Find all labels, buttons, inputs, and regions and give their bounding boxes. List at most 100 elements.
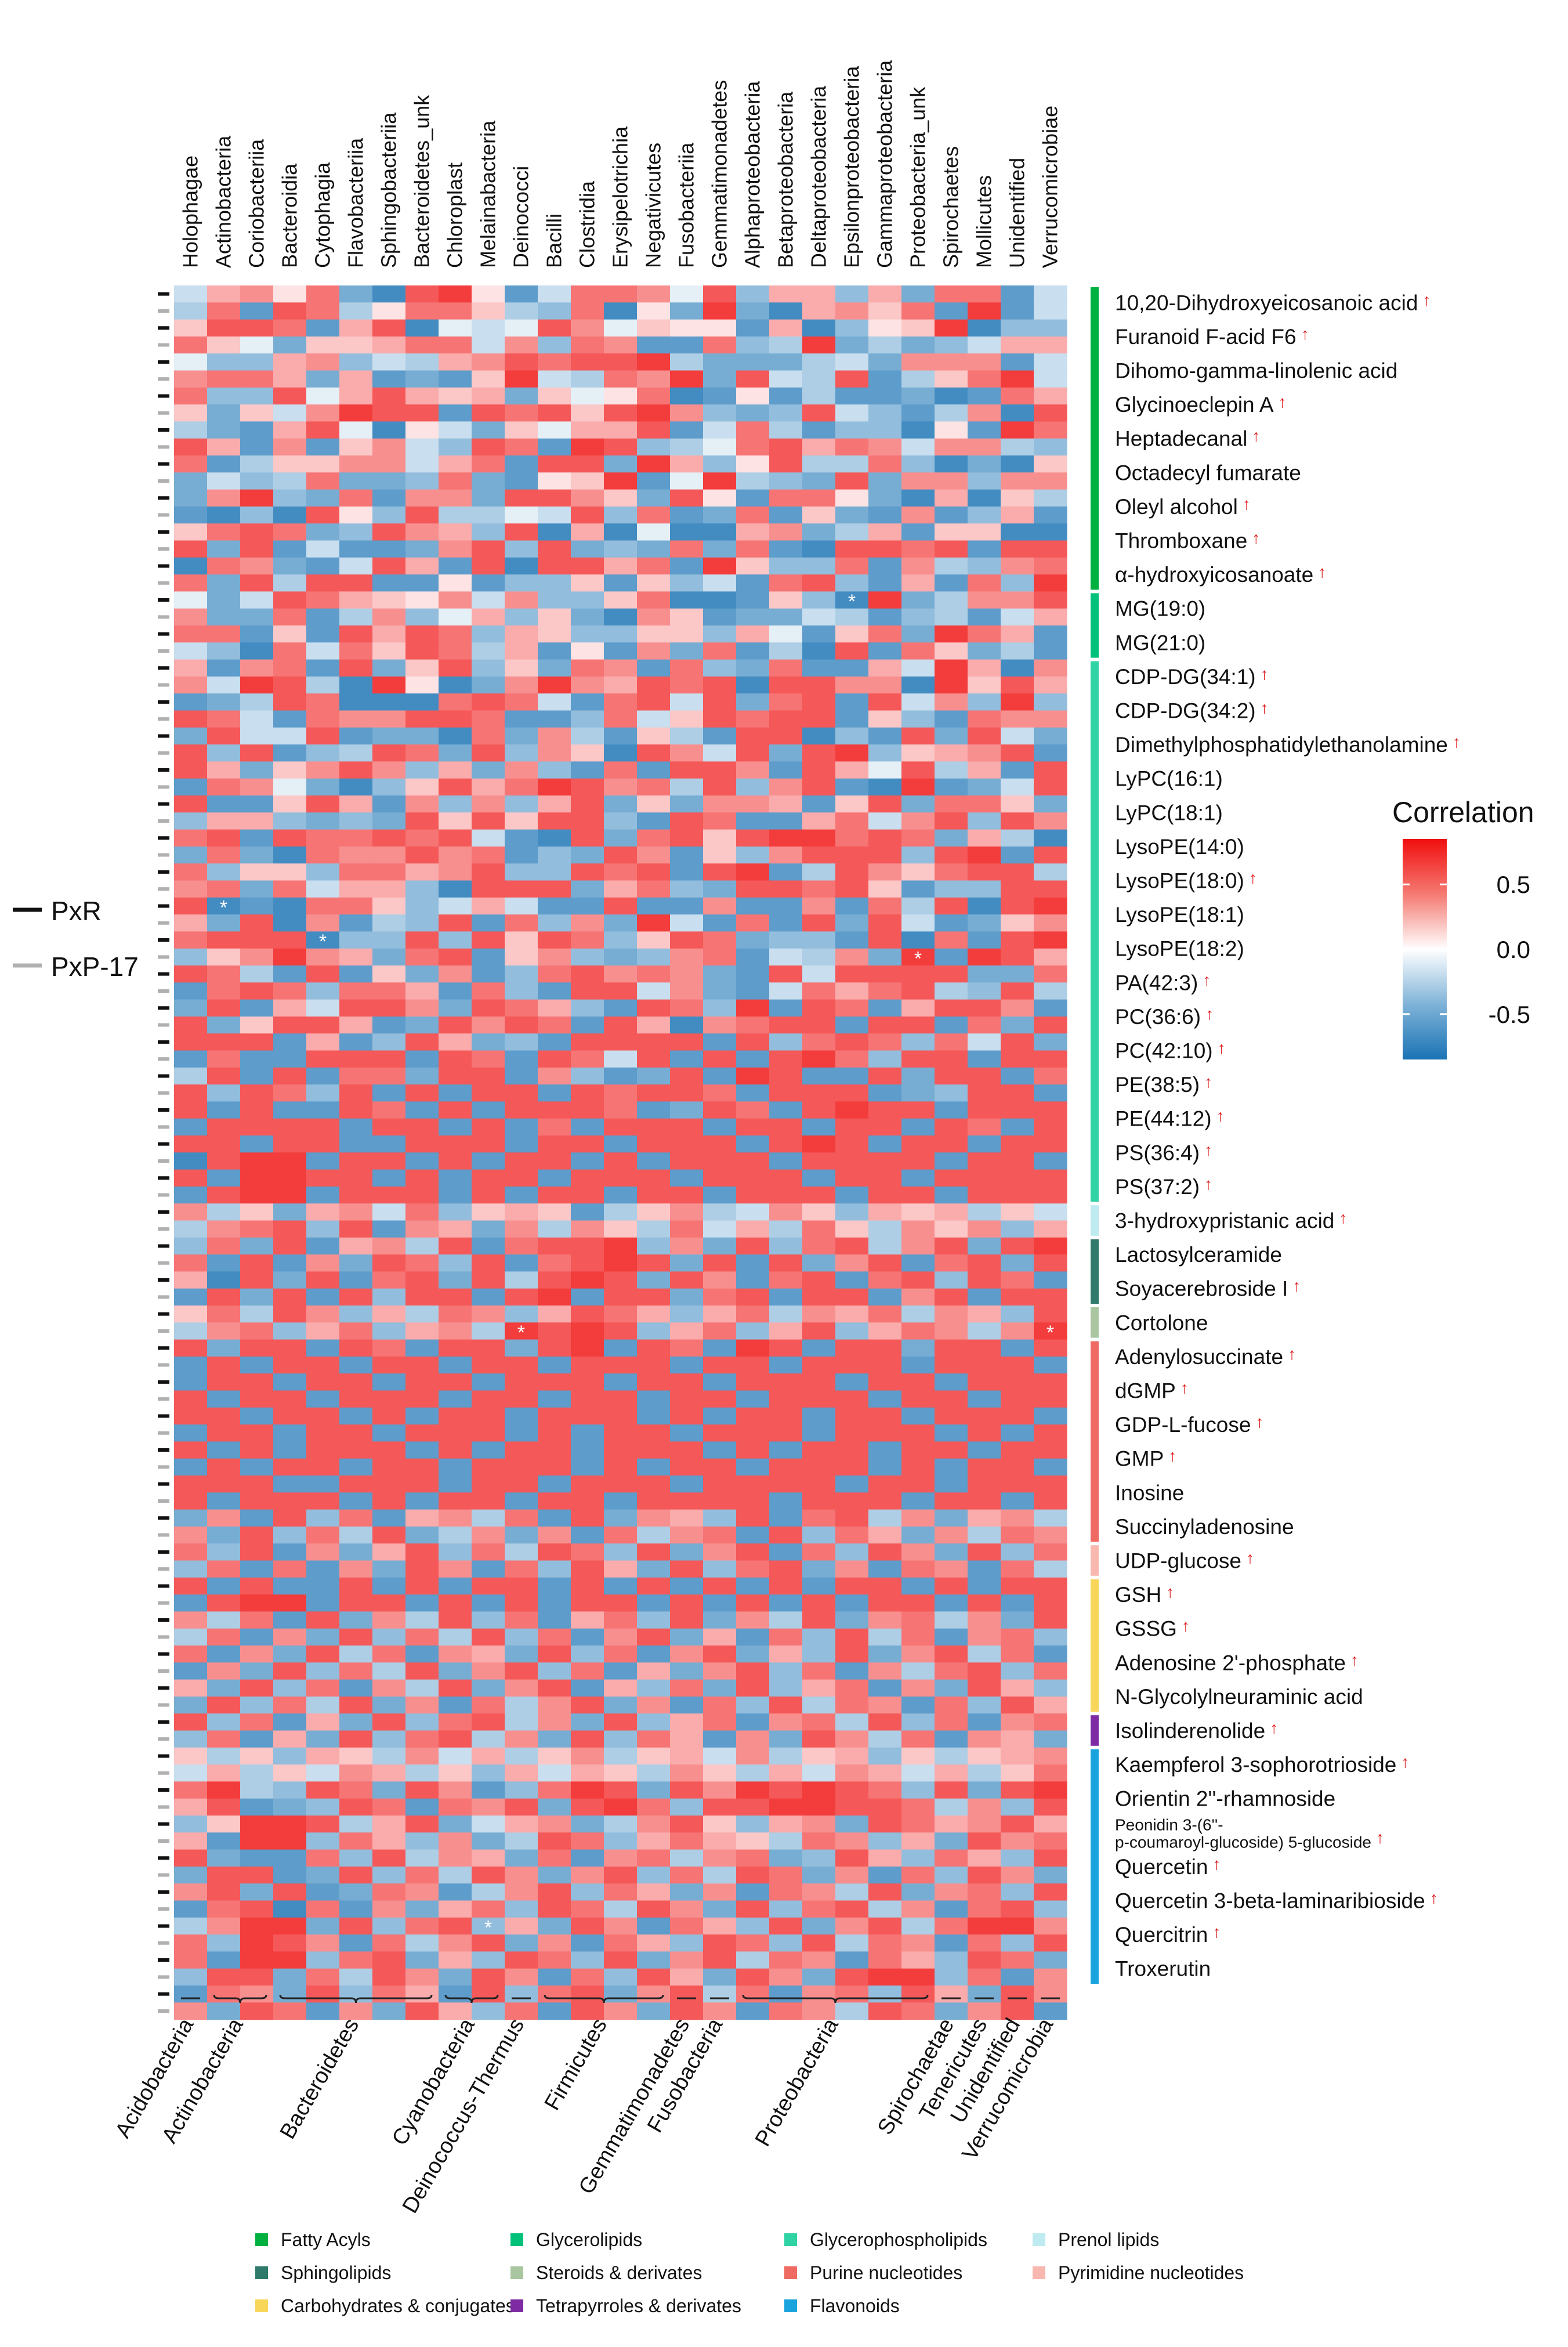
heatmap-cell — [472, 1509, 505, 1527]
heatmap-cell — [868, 693, 902, 711]
heatmap-cell — [637, 1816, 671, 1833]
heatmap-cell — [670, 455, 704, 473]
heatmap-cell — [802, 1135, 836, 1153]
heatmap-cell — [439, 1101, 472, 1119]
heatmap-cell — [802, 1169, 836, 1187]
heatmap-cell — [968, 370, 1001, 388]
heatmap-cell — [405, 1288, 439, 1306]
heatmap-cell — [703, 540, 737, 558]
metabolite-label: Succinyladenosine — [1115, 1515, 1294, 1539]
heatmap-cell — [538, 574, 571, 592]
heatmap-cell — [339, 1254, 373, 1272]
heatmap-cell — [207, 421, 241, 439]
heatmap-cell — [670, 1288, 704, 1306]
heatmap-cell — [306, 676, 340, 694]
heatmap-cell — [968, 710, 1001, 728]
heatmap-cell — [604, 336, 638, 354]
heatmap-cell — [935, 1713, 968, 1731]
heatmap-cell — [835, 1577, 869, 1595]
category-legend-label: Glycerophospholipids — [810, 2229, 987, 2250]
heatmap-cell — [240, 931, 274, 949]
heatmap-cell — [306, 1560, 340, 1578]
heatmap-cell — [1001, 472, 1034, 490]
heatmap-cell — [835, 1356, 869, 1374]
heatmap-cell — [339, 1390, 373, 1408]
heatmap-cell — [273, 1169, 307, 1187]
heatmap-cell — [935, 1356, 968, 1374]
heatmap-cell — [901, 846, 935, 864]
heatmap-cell — [604, 1067, 638, 1085]
heatmap-cell — [174, 353, 208, 371]
heatmap-cell — [174, 914, 208, 932]
heatmap-cell — [240, 999, 274, 1017]
heatmap-cell — [637, 1849, 671, 1867]
heatmap-cell — [240, 1900, 274, 1918]
class-label: Cytophagia — [311, 162, 335, 268]
heatmap-cell — [769, 591, 803, 609]
heatmap-cell — [835, 336, 869, 354]
heatmap-cell — [472, 931, 505, 949]
heatmap-cell — [571, 948, 604, 966]
class-label: Negativicutes — [642, 143, 665, 268]
heatmap-cell — [769, 1781, 803, 1799]
heatmap-cell — [472, 557, 505, 575]
heatmap-cell — [240, 1560, 274, 1578]
heatmap-cell — [372, 1135, 406, 1153]
heatmap-cell — [240, 1832, 274, 1850]
heatmap-cell — [306, 999, 340, 1017]
heatmap-cell — [240, 1220, 274, 1238]
heatmap-cell — [835, 1832, 869, 1850]
heatmap-cell — [339, 1152, 373, 1170]
category-legend-label: Fatty Acyls — [281, 2229, 371, 2250]
heatmap-cell — [1001, 1713, 1034, 1731]
heatmap-cell — [505, 1101, 538, 1119]
heatmap-cell — [174, 1646, 208, 1663]
metabolite-label: Cortolone — [1115, 1311, 1208, 1335]
heatmap-cell — [538, 319, 571, 337]
heatmap-cell — [1034, 1288, 1067, 1306]
heatmap-cell — [339, 1339, 373, 1357]
heatmap-cell — [769, 1883, 803, 1901]
heatmap-cell — [835, 1560, 869, 1578]
heatmap-cell — [703, 1476, 737, 1493]
heatmap-cell — [1001, 1237, 1034, 1255]
heatmap-cell — [174, 319, 208, 337]
category-legend-swatch — [255, 2299, 268, 2312]
heatmap-cell — [935, 1866, 968, 1884]
heatmap-cell — [538, 999, 571, 1017]
heatmap-cell — [174, 1135, 208, 1153]
heatmap-cell — [670, 1254, 704, 1272]
heatmap-cell — [571, 1747, 604, 1765]
heatmap-cell — [240, 727, 274, 745]
heatmap-cell — [604, 625, 638, 643]
heatmap-cell — [240, 1883, 274, 1901]
heatmap-cell — [405, 1424, 439, 1442]
heatmap-cell — [901, 931, 935, 949]
heatmap-cell — [1034, 778, 1067, 796]
heatmap-cell — [571, 1067, 604, 1085]
heatmap-cell — [604, 1543, 638, 1561]
heatmap-cell — [306, 1951, 340, 1969]
heatmap-cell — [207, 302, 241, 320]
heatmap-cell — [571, 1152, 604, 1170]
heatmap-cell — [802, 489, 836, 507]
heatmap-cell — [240, 1492, 274, 1510]
heatmap-cell — [174, 1509, 208, 1527]
heatmap-cell — [1001, 1084, 1034, 1102]
heatmap-cell — [604, 727, 638, 745]
heatmap-cell — [306, 370, 340, 388]
heatmap-cell — [835, 608, 869, 626]
heatmap-cell — [802, 1849, 836, 1867]
heatmap-cell — [736, 1458, 770, 1476]
heatmap-cell — [1001, 1696, 1034, 1714]
heatmap-cell — [802, 914, 836, 932]
heatmap-cell — [835, 1407, 869, 1425]
heatmap-cell — [439, 1747, 472, 1765]
heatmap-cell — [868, 1798, 902, 1816]
heatmap-cell — [1034, 1033, 1067, 1051]
heatmap-cell — [439, 1611, 472, 1629]
heatmap-cell — [439, 574, 472, 592]
heatmap-cell — [405, 387, 439, 405]
heatmap-cell — [769, 897, 803, 915]
heatmap-cell — [538, 1390, 571, 1408]
